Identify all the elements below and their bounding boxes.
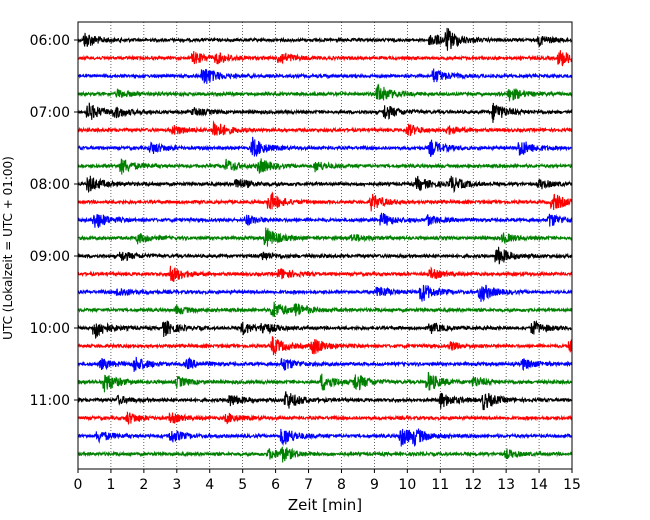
y-tick-label: 08:00 xyxy=(30,177,70,193)
seismic-trace xyxy=(77,27,573,51)
x-tick-label: 8 xyxy=(337,477,346,493)
x-tick-label: 7 xyxy=(304,477,313,493)
seismic-trace xyxy=(77,265,573,283)
seismic-trace xyxy=(77,83,573,102)
x-tick-label: 3 xyxy=(172,477,181,493)
y-tick-label: 07:00 xyxy=(30,105,70,121)
seismic-trace xyxy=(77,336,573,356)
x-tick-label: 15 xyxy=(563,477,581,493)
seismic-trace xyxy=(77,391,573,411)
seismic-trace xyxy=(77,50,573,67)
seismic-trace xyxy=(77,428,573,447)
y-tick-label: 10:00 xyxy=(30,321,70,337)
x-tick-label: 10 xyxy=(398,477,416,493)
seismic-trace xyxy=(77,120,573,137)
x-tick-label: 1 xyxy=(106,477,115,493)
seismic-trace xyxy=(77,411,573,426)
x-axis-ticks: 0 1 2 3 4 5 6 7 8 9 10 11 12 13 14 15 xyxy=(74,469,581,493)
seismic-traces xyxy=(77,27,573,463)
x-axis-label: Zeit [min] xyxy=(288,496,362,514)
x-tick-label: 12 xyxy=(464,477,482,493)
x-tick-label: 14 xyxy=(530,477,548,493)
y-tick-label: 06:00 xyxy=(30,33,70,49)
seismic-trace xyxy=(77,212,573,228)
x-tick-label: 4 xyxy=(205,477,214,493)
seismic-trace xyxy=(77,68,573,84)
plot-frame xyxy=(77,21,573,470)
seismic-trace xyxy=(77,284,573,302)
x-tick-label: 0 xyxy=(74,477,83,493)
x-tick-label: 9 xyxy=(370,477,379,493)
seismic-trace xyxy=(77,227,573,247)
y-tick-label: 09:00 xyxy=(30,249,70,265)
x-tick-label: 11 xyxy=(431,477,449,493)
x-tick-label: 13 xyxy=(497,477,515,493)
y-tick-label: 11:00 xyxy=(30,393,70,409)
seismic-trace xyxy=(77,446,573,463)
x-tick-label: 6 xyxy=(271,477,280,493)
x-tick-label: 2 xyxy=(139,477,148,493)
seismic-trace xyxy=(77,158,573,175)
seismic-trace xyxy=(77,371,573,393)
seismic-trace xyxy=(77,301,573,317)
seismic-trace xyxy=(77,102,573,123)
seismic-trace xyxy=(77,136,573,157)
y-axis-ticks: 06:00 07:00 08:00 09:00 10:00 11:00 xyxy=(30,33,78,409)
seismic-trace xyxy=(77,356,573,372)
x-tick-label: 5 xyxy=(238,477,247,493)
seismic-trace xyxy=(77,320,573,340)
seismic-trace xyxy=(77,175,573,194)
seismic-trace xyxy=(77,246,573,265)
seismic-trace xyxy=(77,191,573,212)
y-axis-label: UTC (Lokalzeit = UTC + 01:00) xyxy=(1,156,15,340)
